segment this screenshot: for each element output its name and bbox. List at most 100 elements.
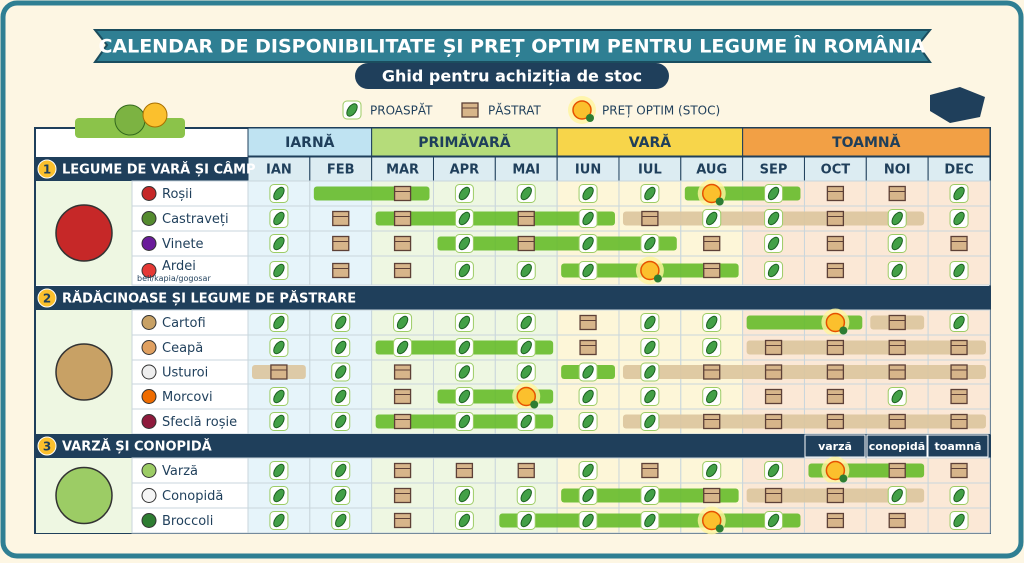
month-header — [309, 156, 373, 182]
map-icon — [930, 87, 985, 123]
leaf-icon — [644, 513, 656, 528]
leaf-icon — [396, 315, 409, 330]
month-label: SEP — [760, 163, 788, 178]
box-icon — [461, 102, 479, 118]
sun-icon — [825, 460, 846, 481]
section-number: 2 — [43, 292, 51, 306]
vegetable-icon — [141, 488, 157, 503]
sun-icon — [701, 510, 722, 531]
leaf-icon — [335, 315, 347, 330]
box-icon — [888, 364, 906, 380]
vegetable-name: Morcovi — [162, 390, 213, 405]
leaf-icon — [706, 340, 718, 355]
vegetable-name: Vinete — [162, 237, 204, 252]
check-icon — [715, 197, 724, 206]
box-icon — [888, 339, 906, 356]
leaf-icon — [520, 513, 532, 528]
season-label: TOAMNĂ — [832, 133, 901, 151]
leaf-icon — [767, 236, 780, 251]
box-icon — [641, 462, 659, 479]
leaf-icon — [335, 463, 347, 478]
month-header — [247, 156, 311, 182]
box-icon — [393, 487, 412, 504]
title-ribbon — [92, 29, 933, 63]
leaf-icon — [582, 389, 594, 404]
box-icon — [393, 210, 412, 227]
box-icon — [826, 210, 845, 227]
box-icon — [270, 364, 288, 380]
box-icon — [393, 364, 412, 380]
box-icon — [950, 388, 968, 405]
month-header — [371, 156, 434, 182]
section-number: 3 — [43, 440, 51, 454]
leaf-icon — [582, 186, 594, 201]
leaf-icon — [582, 365, 594, 379]
availability-bar — [746, 340, 986, 355]
box-icon — [703, 413, 721, 430]
box-icon — [517, 462, 535, 479]
leaf-icon — [891, 389, 903, 404]
box-icon — [888, 185, 906, 202]
month-label: AUG — [696, 163, 727, 178]
vegetable-icon — [141, 414, 157, 429]
box-icon — [826, 262, 845, 279]
vegetable-name: Castraveți — [162, 212, 229, 227]
leaf-icon — [582, 463, 594, 478]
vegetable-icon — [141, 463, 157, 478]
month-label: NOI — [884, 163, 911, 178]
leaf-icon — [644, 389, 656, 404]
leaf-icon — [458, 340, 471, 355]
box-icon — [764, 487, 783, 504]
vegetable-name: Roșii — [162, 187, 192, 202]
leaf-icon — [644, 365, 656, 379]
vegetable-illustration — [55, 343, 113, 401]
leaf-icon — [582, 513, 594, 528]
section-number-badge — [37, 288, 57, 308]
vegetable-icon — [141, 236, 157, 251]
leaf-icon — [953, 186, 965, 201]
leaf-icon — [644, 340, 656, 355]
box-icon — [950, 413, 968, 430]
section-title: RĂDĂCINOASE ȘI LEGUME DE PĂSTRARE — [62, 291, 356, 307]
box-icon — [641, 210, 659, 227]
box-icon — [393, 185, 412, 202]
box-icon — [332, 210, 350, 227]
box-icon — [950, 364, 968, 380]
check-icon — [839, 326, 848, 335]
month-label: MAR — [386, 163, 419, 178]
leaf-icon — [458, 236, 471, 251]
section-number-badge — [37, 159, 57, 179]
sun-icon — [640, 260, 660, 281]
subtitle-pill — [355, 63, 669, 89]
leaf-icon — [953, 488, 965, 503]
leaf-icon — [335, 365, 347, 379]
leaf-icon — [335, 340, 347, 355]
season-label: IARNĂ — [285, 133, 335, 151]
leaf-icon — [706, 211, 718, 226]
leaf-icon — [891, 263, 903, 278]
leaf-icon — [582, 488, 594, 503]
availability-bar — [622, 414, 986, 429]
section-title: LEGUME DE VARĂ ȘI CÂMP — [62, 162, 256, 178]
note-box — [866, 434, 928, 458]
legend-fresh: PROASPĂT — [370, 103, 433, 118]
month-label: IUN — [575, 163, 601, 178]
leaf-icon — [953, 315, 965, 330]
note-box — [927, 434, 989, 458]
box-icon — [393, 512, 412, 529]
vegetable-note: bell/kapia/gogosar — [137, 274, 211, 283]
box-icon — [888, 462, 906, 479]
month-label: OCT — [821, 163, 851, 178]
leaf-icon — [891, 236, 903, 251]
leaf-icon — [273, 389, 285, 404]
leaf-icon — [520, 340, 532, 355]
leaf-icon — [273, 488, 285, 503]
section-title: VARZĂ ȘI CONOPIDĂ — [62, 439, 212, 455]
leaf-icon — [706, 315, 718, 330]
box-icon — [764, 413, 783, 430]
vegetable-icon — [141, 211, 157, 226]
season-note: conopidă — [869, 440, 925, 453]
box-icon — [517, 210, 535, 227]
box-icon — [950, 339, 968, 356]
